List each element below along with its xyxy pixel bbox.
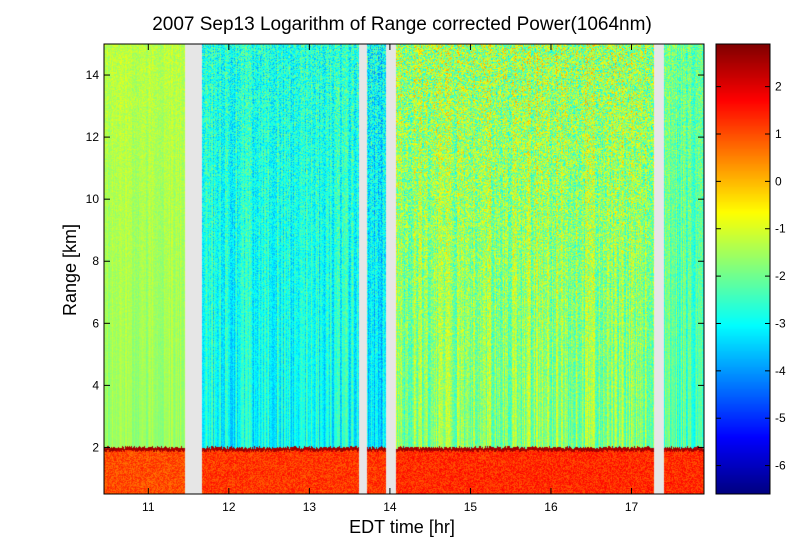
colorbar-tick-label: 0	[775, 174, 782, 188]
x-tick-label: 16	[544, 500, 558, 514]
plot-axes: 11 12 13 14 15 16 17 2 4 6 8 10 12 14	[86, 43, 705, 514]
x-tick-label: 17	[625, 500, 639, 514]
chart-title: 2007 Sep13 Logarithm of Range corrected …	[152, 14, 652, 35]
x-tick-label: 12	[222, 500, 236, 514]
x-tick-label: 11	[142, 500, 155, 514]
colorbar-tick-label: -5	[775, 411, 786, 425]
colorbar-axes: 2 1 0 -1 -2 -3 -4 -5 -6	[715, 43, 786, 495]
x-axis-label: EDT time [hr]	[349, 517, 455, 537]
colorbar-frame	[715, 43, 771, 495]
x-tick-label: 13	[303, 500, 317, 514]
y-axis-label: Range [km]	[60, 224, 80, 316]
y-tick-label: 12	[86, 130, 100, 144]
plot-frame	[103, 43, 705, 495]
y-tick-label: 14	[86, 68, 100, 82]
colorbar-tick-label: 1	[775, 127, 782, 141]
y-tick-label: 8	[92, 254, 99, 268]
colorbar-tick-label: -1	[775, 222, 786, 236]
colorbar-tick-label: -2	[775, 269, 786, 283]
lidar-heatmap	[104, 44, 704, 494]
y-tick-label: 4	[92, 378, 99, 392]
x-tick-label: 14	[383, 500, 397, 514]
y-tick-label: 6	[92, 316, 99, 330]
y-tick-label: 2	[92, 440, 99, 454]
colorbar-tick-label: 2	[775, 80, 782, 94]
colorbar-tick-label: -3	[775, 316, 786, 330]
colorbar-gradient	[716, 44, 770, 494]
y-tick-label: 10	[86, 192, 100, 206]
x-tick-label: 15	[464, 500, 478, 514]
colorbar-tick-label: -4	[775, 364, 786, 378]
colorbar-tick-label: -6	[775, 459, 786, 473]
